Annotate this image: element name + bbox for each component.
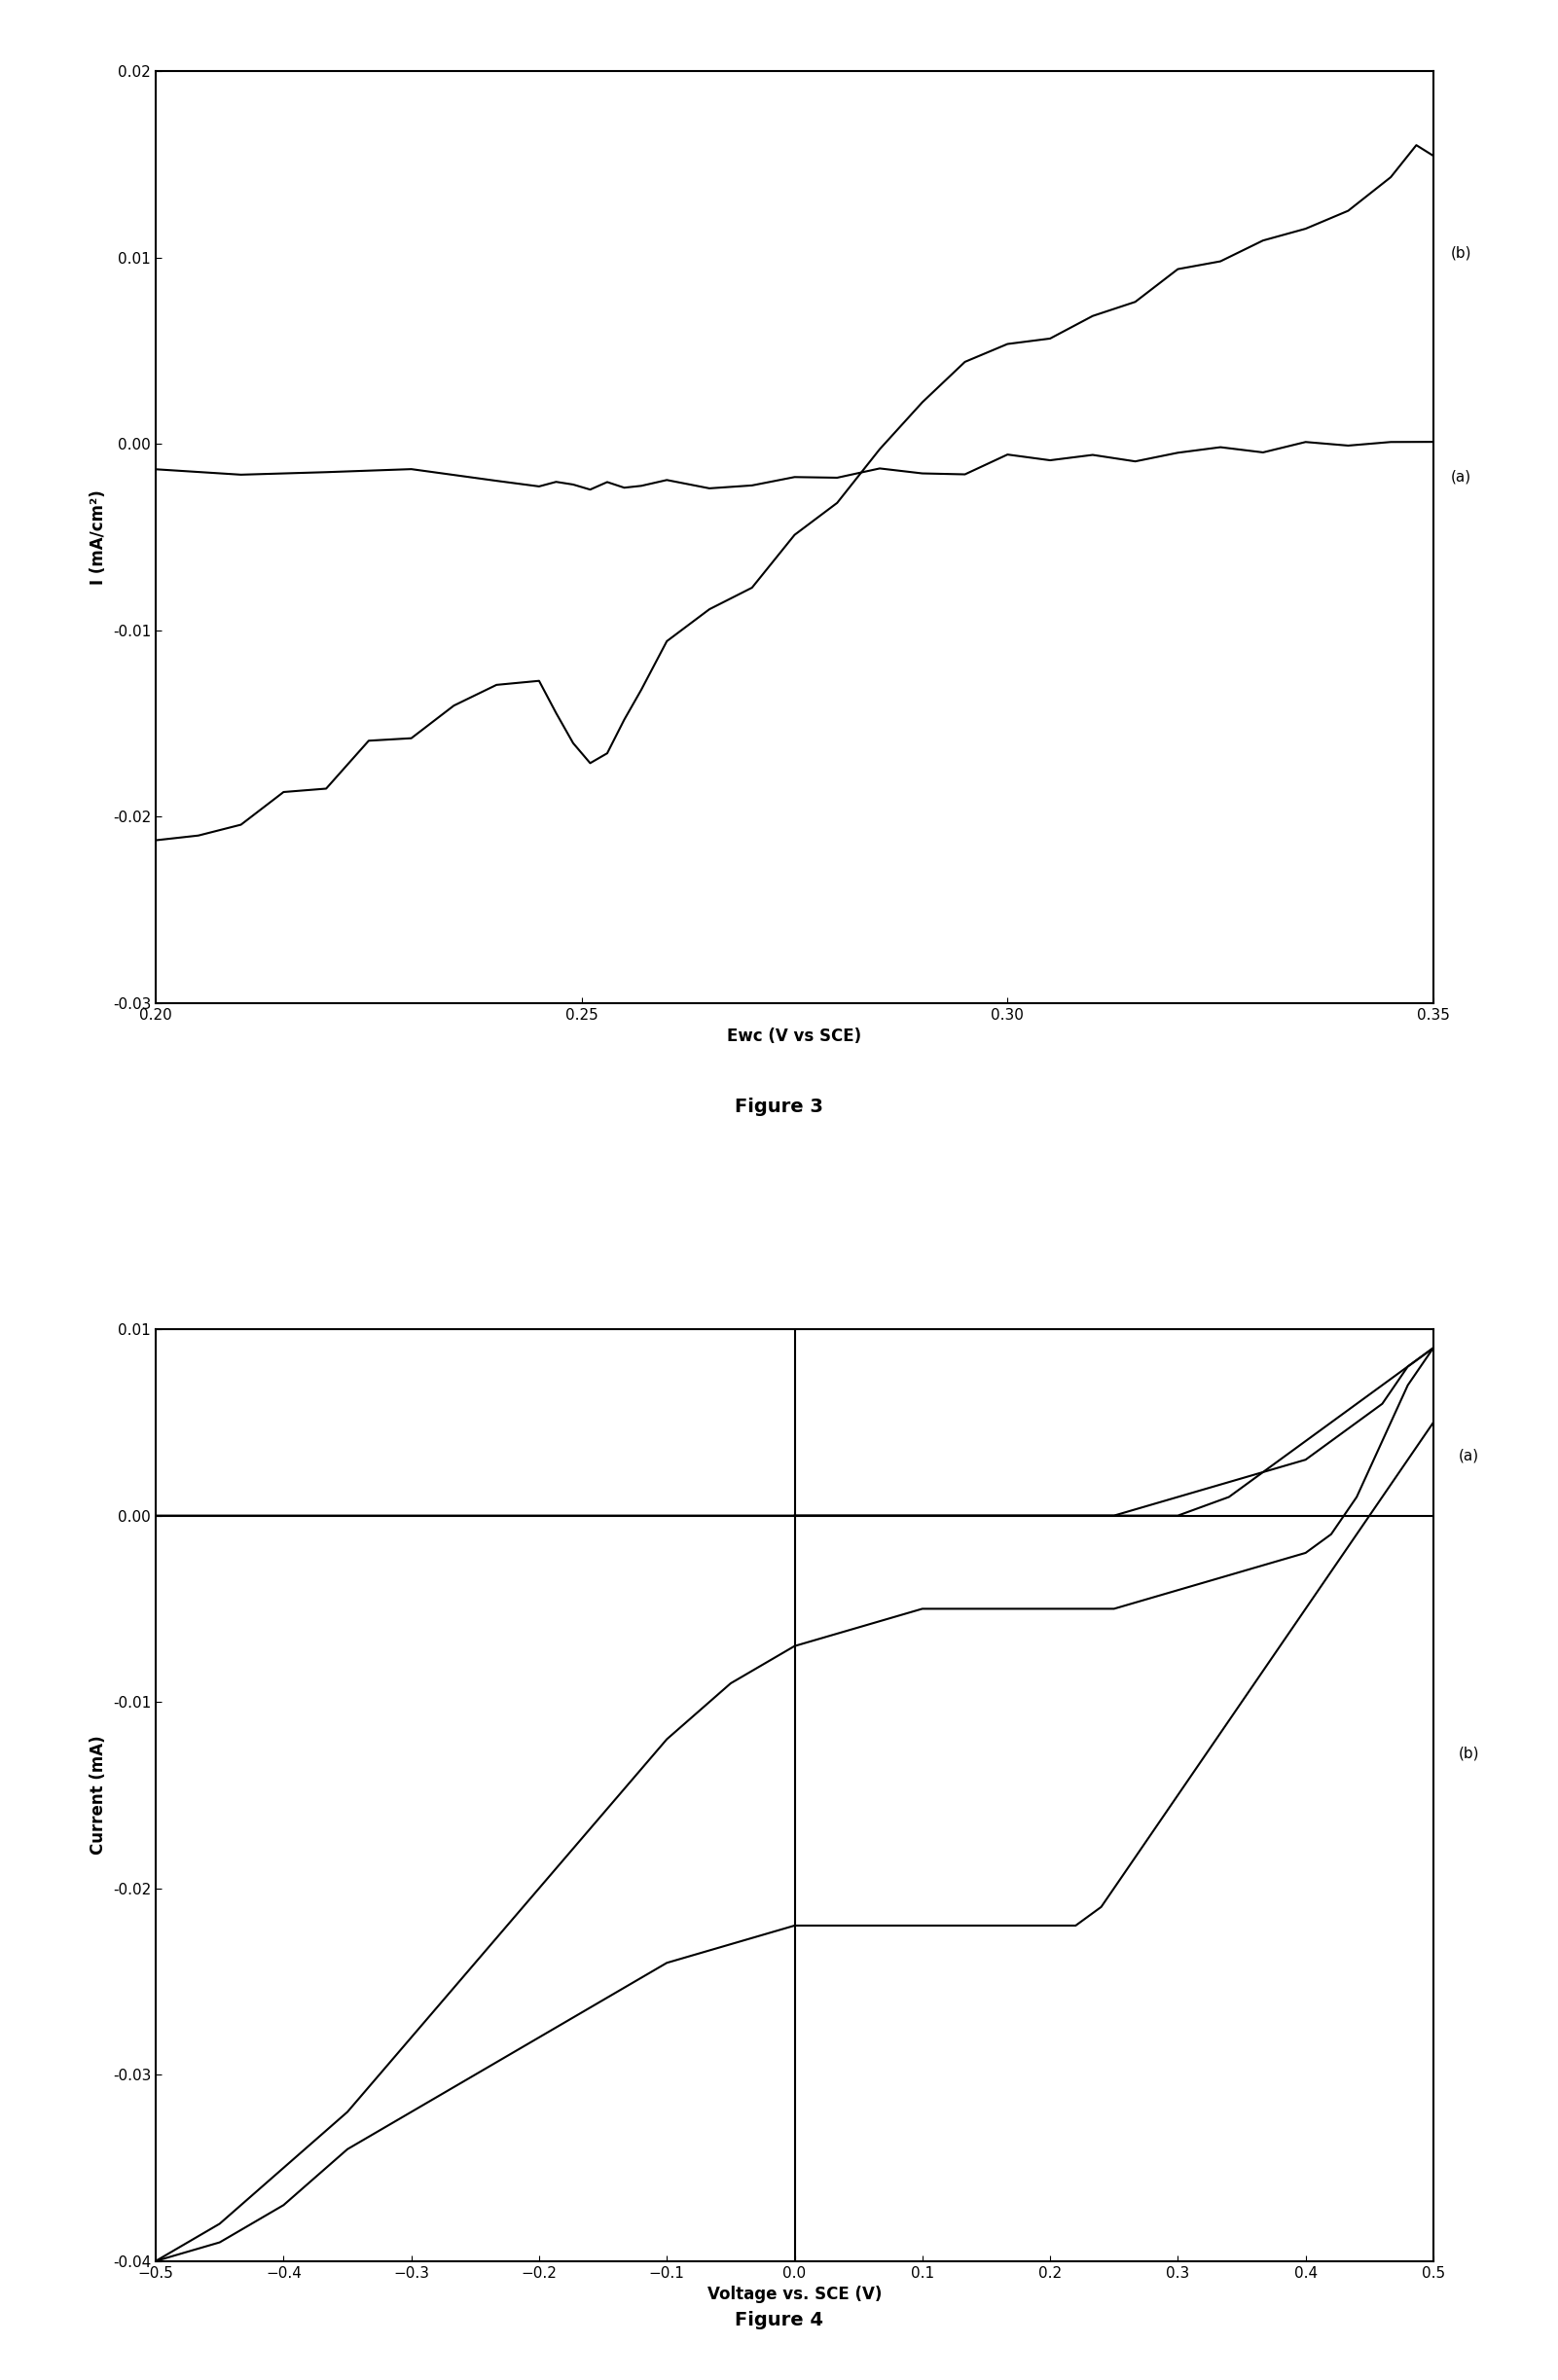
- Text: (b): (b): [1458, 1747, 1480, 1761]
- Text: (a): (a): [1458, 1447, 1480, 1464]
- Text: Figure 3: Figure 3: [735, 1097, 823, 1116]
- Text: Figure 4: Figure 4: [735, 2311, 823, 2330]
- Y-axis label: Current (mA): Current (mA): [90, 1735, 108, 1854]
- Text: (b): (b): [1450, 245, 1471, 262]
- Text: (a): (a): [1450, 469, 1471, 483]
- Y-axis label: I (mA/cm²): I (mA/cm²): [90, 490, 108, 585]
- X-axis label: Ewc (V vs SCE): Ewc (V vs SCE): [728, 1028, 862, 1045]
- X-axis label: Voltage vs. SCE (V): Voltage vs. SCE (V): [707, 2285, 882, 2304]
